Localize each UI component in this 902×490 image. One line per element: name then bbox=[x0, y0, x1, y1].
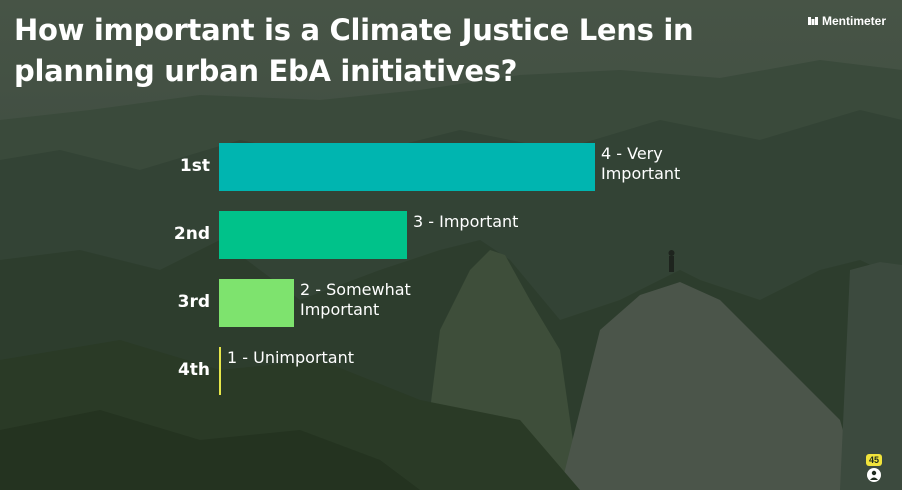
rank-label: 2nd bbox=[173, 224, 210, 244]
respondent-counter: 45 bbox=[865, 454, 882, 482]
respondent-count-badge: 45 bbox=[865, 454, 882, 466]
person-icon bbox=[866, 468, 881, 482]
brand-name: Mentimeter bbox=[821, 14, 886, 28]
chart-bar bbox=[219, 279, 294, 327]
slide-title: How important is a Climate Justice Lens … bbox=[14, 13, 694, 88]
chart-bar bbox=[219, 143, 595, 191]
rank-label: 4th bbox=[177, 360, 210, 380]
mentimeter-logo-icon bbox=[807, 17, 818, 25]
chart-bar bbox=[219, 347, 221, 395]
bar-label: 3 - Important bbox=[413, 212, 519, 231]
chart-bar bbox=[219, 211, 407, 259]
rank-label: 3rd bbox=[177, 292, 210, 312]
mentimeter-logo: Mentimeter bbox=[807, 14, 886, 28]
bar-label: 1 - Unimportant bbox=[227, 348, 355, 367]
bar-label: 4 - Very Important bbox=[601, 144, 681, 183]
rank-label: 1st bbox=[179, 156, 210, 176]
bar-label: 2 - Somewhat Important bbox=[300, 280, 411, 319]
